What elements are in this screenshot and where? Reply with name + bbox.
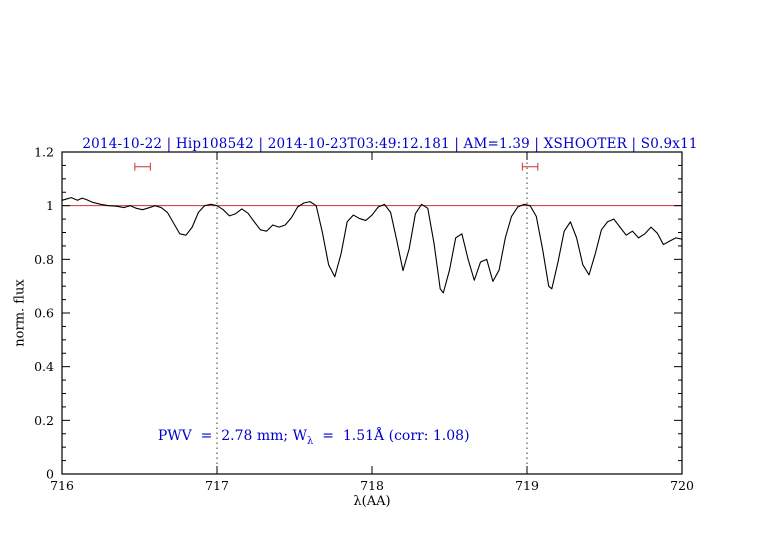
pwv-annotation-text: PWV = 2.78 mm; W	[157, 428, 307, 444]
svg-text:720: 720	[670, 478, 694, 493]
y-axis-label: norm. flux	[12, 279, 28, 347]
svg-text:0.2: 0.2	[34, 413, 54, 428]
svg-text:0.4: 0.4	[34, 359, 54, 374]
spectrum-line	[61, 197, 683, 294]
lambda-subscript: λ	[307, 435, 314, 447]
pwv-annotation-text-2: = 1.51Å (corr: 1.08)	[313, 428, 470, 444]
tick-labels: 716 717 718 719 720 0 0.2 0.4 0.6 0.8 1 1.2	[34, 145, 694, 494]
svg-text:1: 1	[46, 198, 54, 213]
svg-text:719: 719	[515, 478, 539, 493]
svg-text:0.6: 0.6	[34, 306, 54, 321]
pwv-annotation: PWV = 2.78 mm; Wλ = 1.51Å (corr: 1.08)	[140, 412, 470, 463]
svg-text:0: 0	[46, 467, 54, 482]
plot-title: 2014-10-22 | Hip108542 | 2014-10-23T03:4…	[82, 136, 698, 152]
svg-text:0.8: 0.8	[34, 252, 54, 267]
svg-text:1.2: 1.2	[34, 145, 54, 160]
tick-marks	[61, 151, 683, 475]
wavelength-gridlines	[216, 152, 528, 474]
svg-text:717: 717	[205, 478, 229, 493]
svg-text:718: 718	[360, 478, 384, 493]
svg-text:716: 716	[50, 478, 74, 493]
integration-markers	[134, 162, 539, 171]
x-axis-label: λ(AA)	[353, 494, 391, 509]
